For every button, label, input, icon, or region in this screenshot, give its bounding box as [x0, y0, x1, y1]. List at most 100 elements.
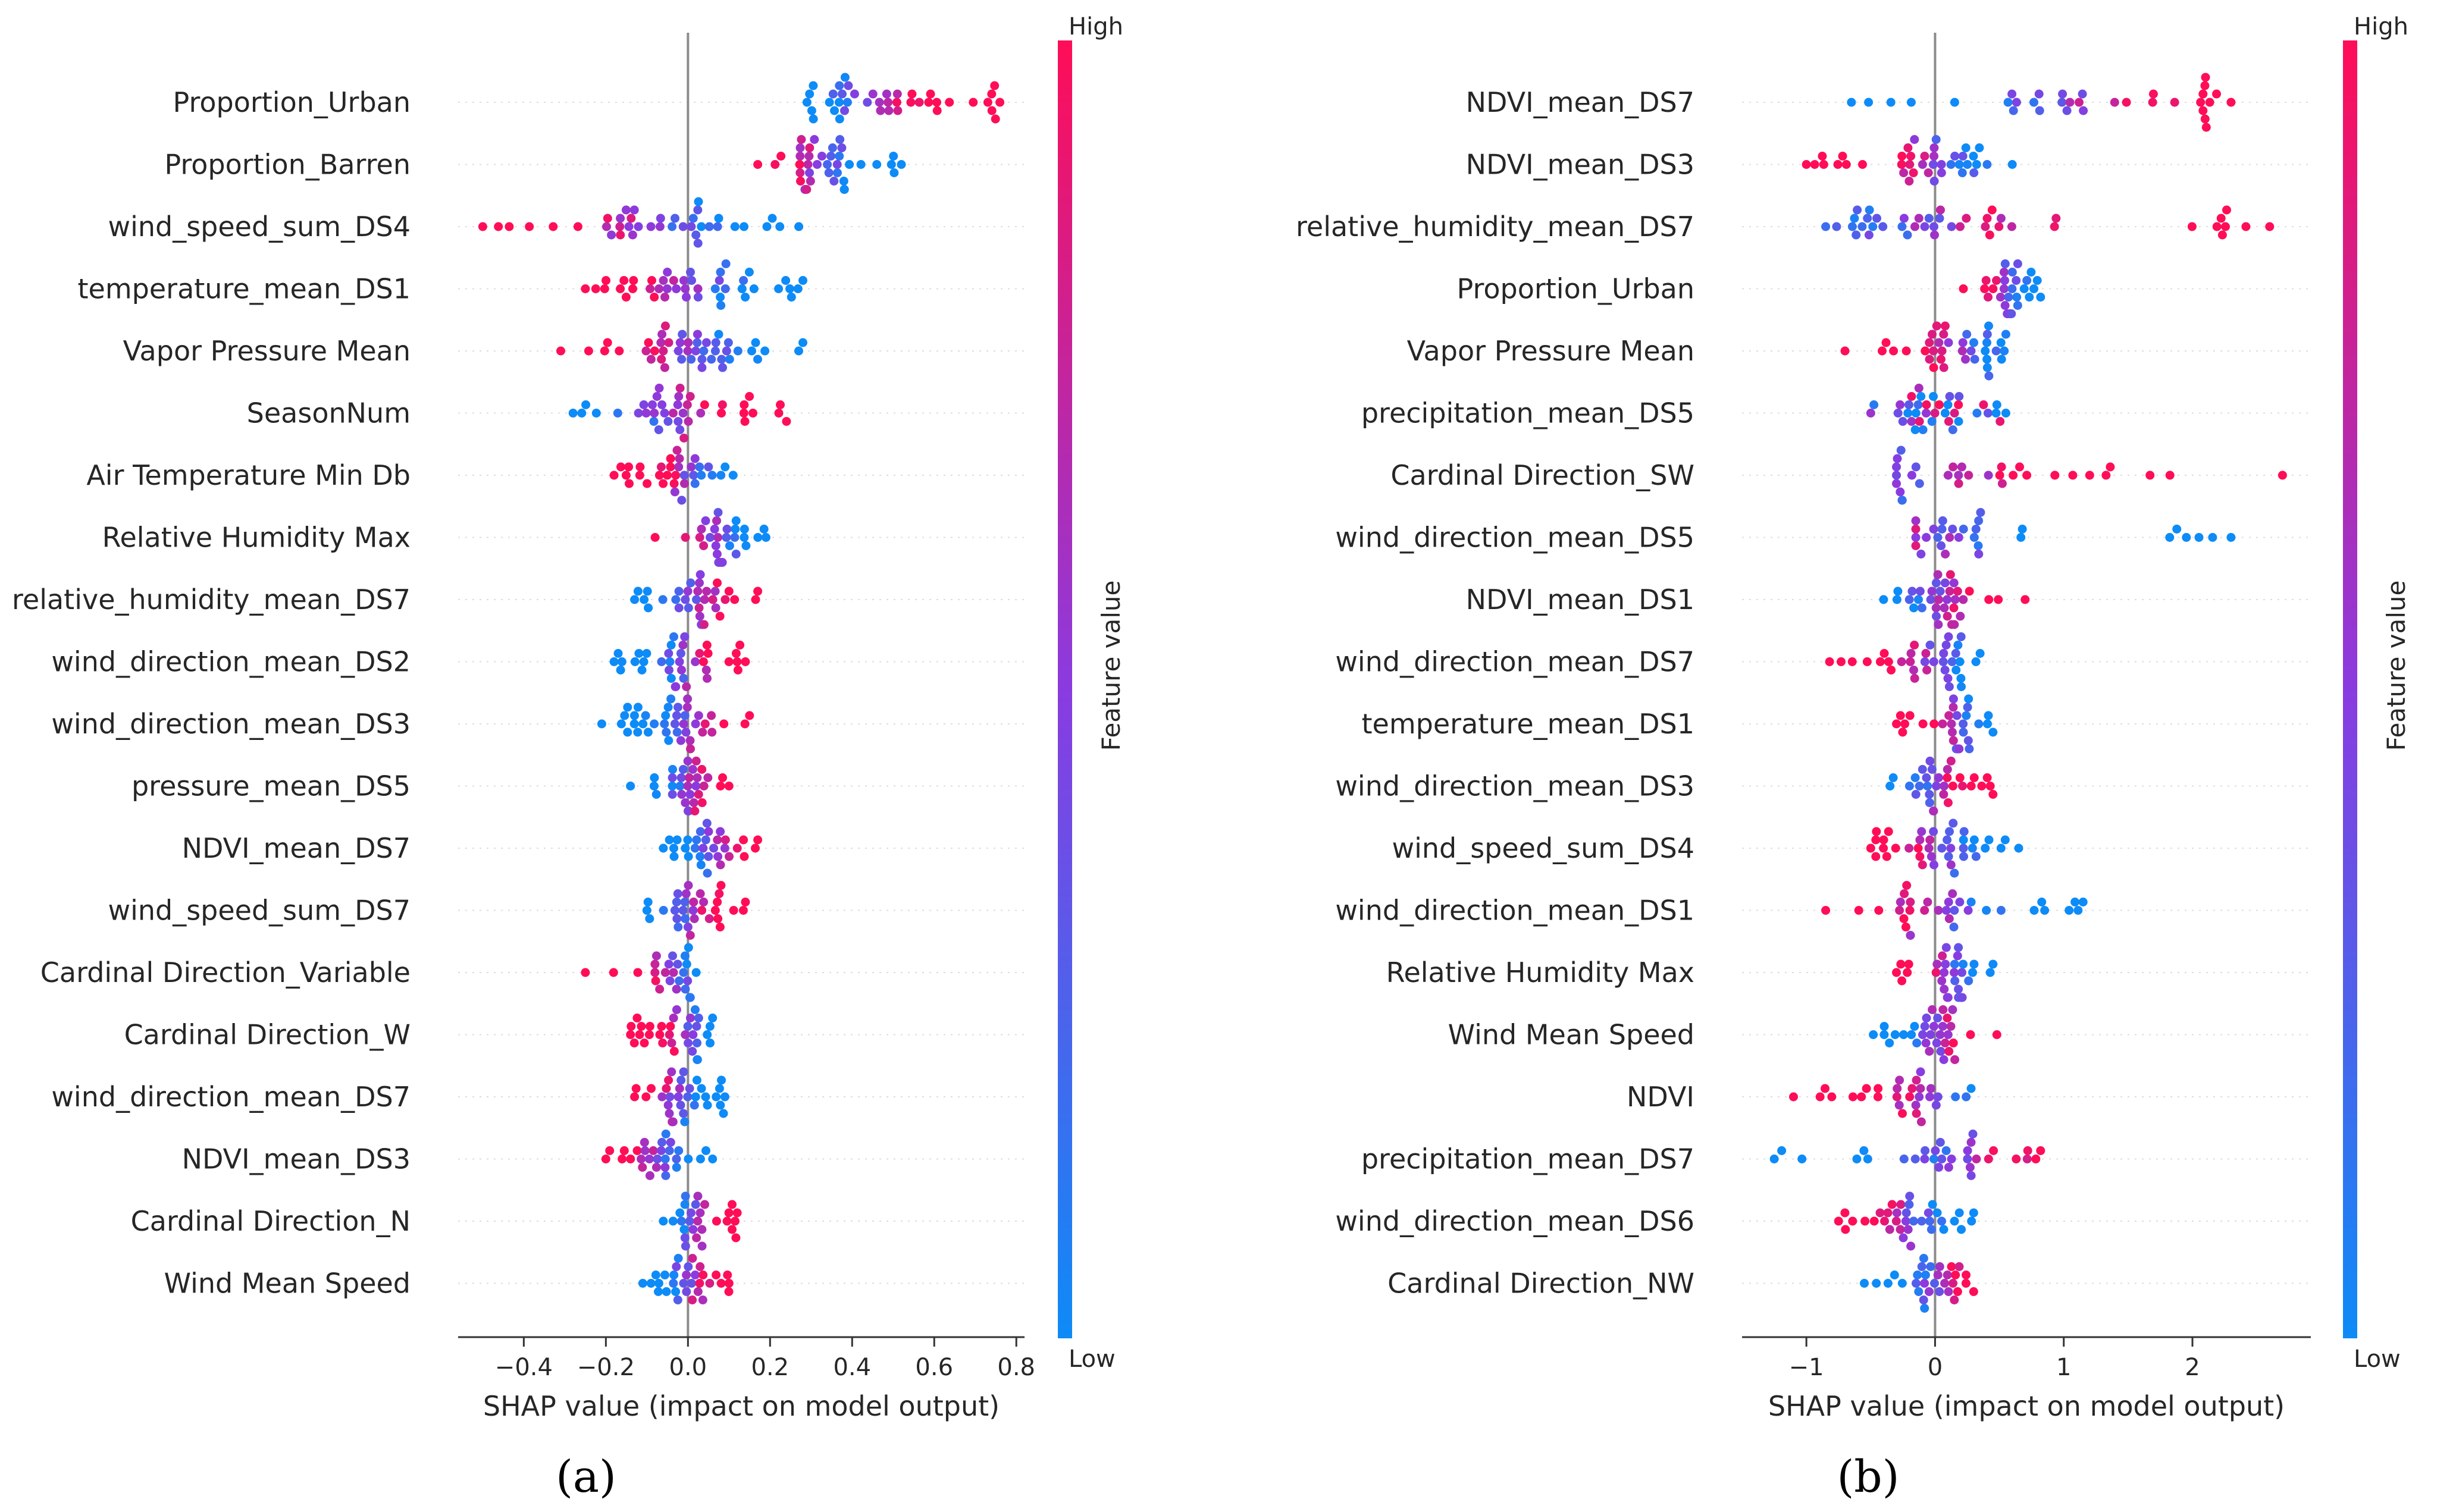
shap-dot [1926, 1225, 1936, 1234]
shap-dot [605, 1146, 615, 1155]
shap-dot [723, 338, 733, 347]
shap-dot [730, 595, 740, 604]
shap-dot [1948, 1005, 1957, 1014]
shap-dot [1941, 550, 1950, 559]
shap-dot [1909, 666, 1918, 675]
shap-dot [1905, 1191, 1915, 1201]
shap-dot [1984, 321, 1993, 331]
shap-dot [1925, 790, 1934, 799]
shap-dot [1918, 1030, 1927, 1039]
shap-dot [706, 1039, 715, 1047]
shap-dot [1930, 230, 1939, 240]
shap-dot [1891, 843, 1900, 853]
shap-dot [642, 649, 651, 658]
shap-dot [633, 586, 643, 596]
shap-dot [660, 719, 669, 729]
shap-dot [1910, 674, 1919, 683]
shap-dot [1982, 355, 1992, 364]
shap-dot [1897, 222, 1907, 231]
shap-dot [1950, 409, 1959, 418]
shap-dot [744, 268, 754, 277]
shap-dot [774, 409, 784, 418]
shap-dot [760, 346, 770, 356]
shap-dot [1924, 1208, 1933, 1218]
shap-dot [1852, 230, 1861, 240]
shap-dot [1933, 1092, 1943, 1102]
shap-dot [716, 1100, 725, 1110]
feature-label: wind_direction_mean_DS7 [1335, 646, 1694, 678]
shap-dot [1937, 168, 1946, 177]
shap-dot [1935, 214, 1944, 223]
shap-dot [1953, 1287, 1962, 1296]
shap-dot [663, 702, 673, 712]
shap-dot [1961, 355, 1970, 364]
shap-dot [699, 782, 709, 790]
shap-dot [1954, 744, 1964, 754]
shap-dot [2000, 835, 2010, 845]
shap-dot [1906, 931, 1915, 940]
shap-dot [2182, 533, 2191, 542]
shap-dot [1944, 682, 1954, 691]
shap-dot [686, 268, 695, 277]
shap-dot [875, 98, 884, 107]
shap-dot [704, 827, 713, 836]
shap-dot [1819, 160, 1828, 169]
shap-dot [1927, 417, 1937, 426]
shap-dot [683, 976, 693, 986]
shap-dot [2022, 470, 2032, 480]
shap-dot [678, 330, 687, 339]
shap-dot [710, 346, 720, 356]
shap-dot [2007, 160, 2017, 169]
shap-dot [1916, 392, 1926, 401]
shap-dot [1911, 409, 1921, 418]
shap-dot [634, 409, 643, 418]
panel-a-colorbar: High Low Feature value [1058, 13, 1126, 1373]
shap-dot [1893, 1084, 1902, 1093]
shap-dot [651, 1271, 660, 1279]
shap-dot [701, 666, 711, 675]
shap-dot [1899, 1030, 1909, 1039]
shap-dot [1950, 1055, 1960, 1064]
shap-dot [1904, 1200, 1914, 1209]
shap-dot [1921, 346, 1930, 356]
shap-dot [1899, 168, 1909, 177]
shap-dot [1871, 835, 1881, 845]
shap-dot [692, 1233, 701, 1243]
shap-dot [1962, 1271, 1971, 1279]
shap-dot [669, 276, 678, 285]
shap-dot [1950, 620, 1959, 629]
shap-dot [1961, 143, 1971, 152]
shap-dot [1946, 860, 1956, 870]
shap-dot [1953, 641, 1963, 650]
shap-dot [654, 284, 664, 293]
shap-dot [664, 959, 673, 969]
shap-dot [1910, 425, 1920, 434]
shap-dot [630, 595, 640, 604]
shap-dot [2007, 309, 2016, 318]
shap-dot [693, 293, 703, 302]
shap-dot [1879, 843, 1888, 853]
shap-dot [682, 400, 692, 409]
shap-dot [708, 1155, 718, 1163]
shap-dot [1917, 1262, 1926, 1271]
shap-dot [732, 657, 742, 666]
shap-dot [1906, 1241, 1916, 1251]
shap-dot [2194, 533, 2204, 542]
shap-dot [690, 454, 700, 463]
shap-dot [806, 177, 815, 186]
caption-a: (a) [556, 1451, 616, 1502]
shap-dot [2000, 301, 2010, 310]
shap-dot [969, 98, 978, 107]
shap-dot [1968, 843, 1977, 853]
shap-dot [645, 1022, 654, 1031]
shap-dot [630, 657, 640, 666]
shap-dot [681, 1030, 690, 1039]
shap-dot [2205, 98, 2214, 107]
shap-dot [2036, 293, 2045, 302]
shap-dot [1968, 968, 1977, 977]
shap-dot [1934, 595, 1943, 604]
shap-dot [657, 400, 667, 409]
shap-dot [679, 470, 689, 480]
shap-dot [1914, 214, 1924, 223]
shap-dot [644, 1030, 654, 1039]
